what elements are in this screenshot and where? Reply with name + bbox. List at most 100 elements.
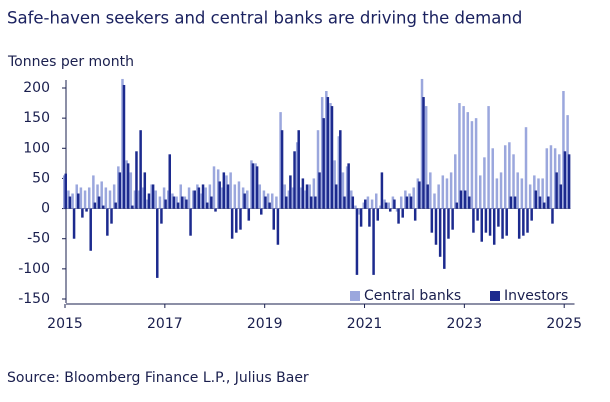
bar [351,196,355,209]
bar [522,208,525,236]
bar [420,78,424,209]
bar [196,184,199,209]
bar [503,145,507,209]
bar [67,190,70,209]
bar [433,193,436,209]
bar [483,157,486,209]
bar [413,208,417,221]
bar [216,169,220,209]
bar [339,130,342,209]
y-tick-label: 150 [23,110,50,126]
bar [83,190,87,209]
bar [362,202,366,209]
bar [168,154,171,209]
bar [528,184,532,209]
bar [488,208,492,236]
bar [268,202,271,209]
bar [101,205,105,209]
bar [106,208,109,236]
bar [225,175,228,209]
bar [549,145,553,209]
bar [434,208,438,245]
bar [393,199,396,209]
bar [114,202,117,209]
bar [280,130,284,209]
bar [254,163,257,209]
bar [458,103,461,209]
bar [314,196,317,209]
bar [553,148,557,209]
bar [126,163,130,209]
bar [445,178,449,209]
bar [241,187,245,209]
bar [455,202,459,209]
bar [476,208,479,221]
bar [463,190,467,209]
bar [135,151,138,209]
bar [462,106,465,209]
bar [517,208,521,239]
bar [354,205,357,209]
bar [81,208,84,218]
bar [246,190,249,209]
bar [300,187,303,209]
bar [160,208,163,224]
bar [235,208,238,233]
bar [76,193,80,209]
bar [243,193,246,209]
bar [214,208,217,212]
bar [372,208,375,275]
bar [495,178,499,209]
bar [179,184,182,209]
y-tick-label: -100 [18,261,50,277]
bar [551,208,554,224]
bar [530,208,533,221]
bar [93,202,97,209]
bar [272,208,275,230]
bar [358,208,361,215]
bar [512,154,515,209]
bar [404,190,407,209]
bar [275,196,278,209]
bar [295,142,299,209]
bar [189,208,192,236]
bar [208,184,212,209]
bar [260,208,263,215]
bar [137,190,141,209]
y-tick-label: 100 [23,140,50,156]
y-tick-label: 50 [32,170,50,186]
bar [559,184,563,209]
bar [279,112,282,209]
bar [117,166,120,209]
bar [205,202,209,209]
bar [118,172,122,209]
bar [318,172,321,209]
legend-label: Central banks [364,288,461,304]
bar [162,187,166,209]
bar [479,175,482,209]
x-tick-label: 2017 [147,316,183,332]
bar [416,178,420,209]
bar [505,208,508,236]
bar [291,187,295,209]
bar [255,166,259,209]
bar [164,199,167,209]
bar [142,187,145,209]
bar [312,178,316,209]
bar [326,97,330,209]
bar [422,97,425,209]
bar [197,187,201,209]
bar [437,184,440,209]
bar [233,184,237,209]
chart-title: Safe-haven seekers and central banks are… [7,9,522,28]
bar [112,184,116,209]
bar [451,208,454,230]
x-tick-label: 2021 [347,316,383,332]
bar [538,196,542,209]
bar [125,160,128,209]
bar [383,199,386,209]
bar [566,115,569,209]
x-tick-label: 2019 [247,316,283,332]
bar [366,196,370,209]
